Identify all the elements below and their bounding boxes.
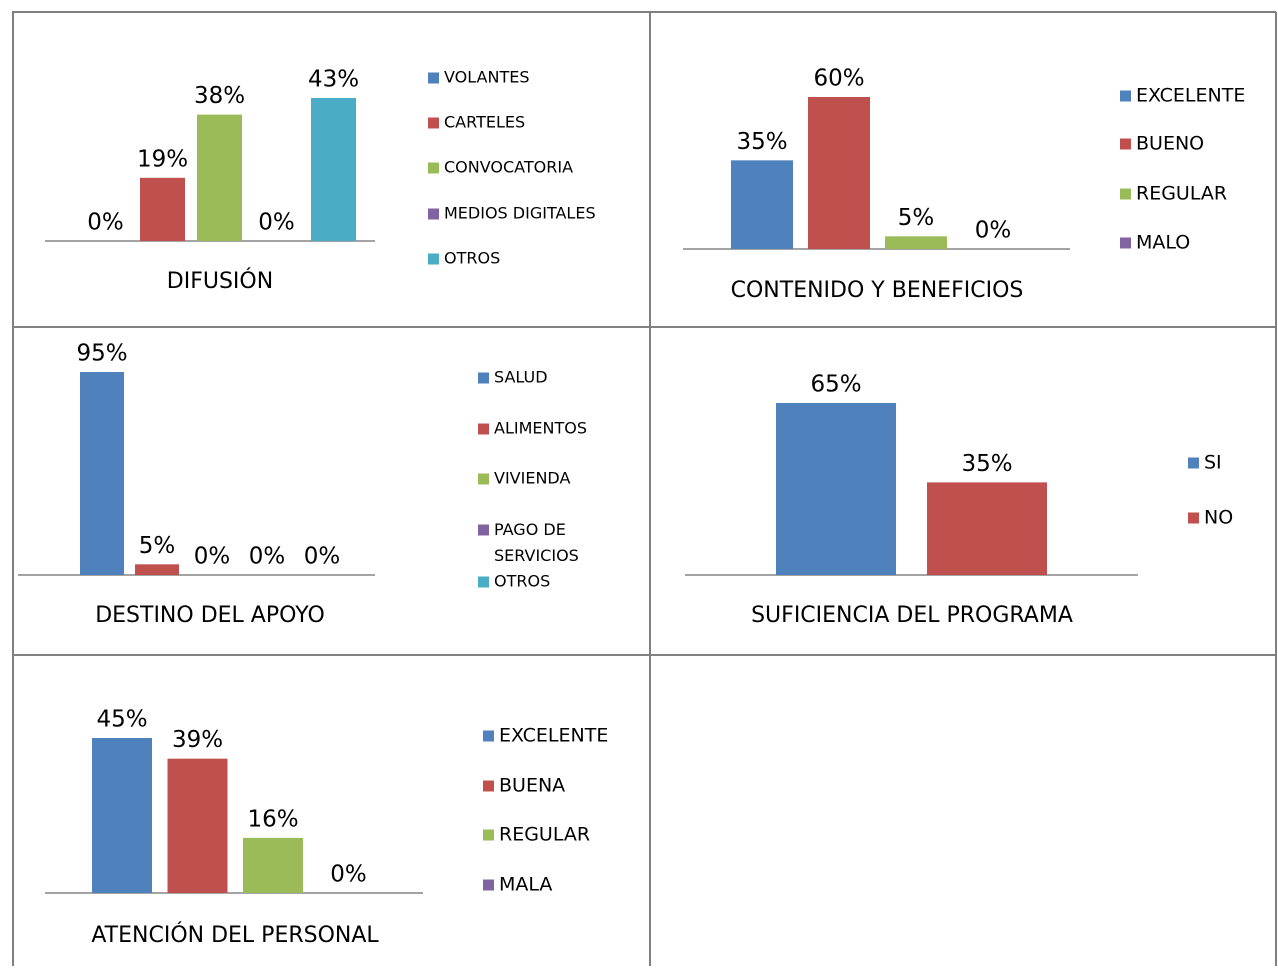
bar [197,114,242,241]
legend-swatch [483,879,494,891]
legend-swatch [1120,188,1131,200]
legend-label: PAGO DE SERVICIOS [494,520,579,565]
legend-swatch [483,829,494,841]
bar [80,372,124,575]
chart-title: DIFUSIÓN [167,268,273,294]
data-label: 0% [87,210,124,236]
legend-label: REGULAR [1136,183,1227,205]
legend-label: EXCELENTE [499,725,608,747]
data-label: 38% [194,83,245,109]
legend-label: SI [1204,452,1222,474]
bar [776,403,896,575]
data-label: 65% [810,372,861,398]
legend-swatch [483,730,494,742]
legend-label: OTROS [444,249,500,268]
legend-swatch [478,473,489,485]
legend-swatch [428,162,439,174]
data-label: 0% [975,218,1012,244]
legend-swatch [478,423,489,435]
data-label: 45% [96,707,147,733]
chart-title: CONTENIDO Y BENEFICIOS [731,278,1024,303]
data-label: 5% [898,205,935,231]
legend-swatch [478,576,489,588]
bar [885,236,947,249]
legend-swatch [428,253,439,265]
bar [311,98,356,241]
legend-swatch [428,72,439,84]
data-label: 39% [172,727,223,753]
legend-label: VIVIENDA [494,469,570,488]
legend-label: REGULAR [499,824,590,846]
legend-swatch [478,372,489,384]
bar [140,177,185,241]
data-label: 43% [308,67,359,93]
legend-swatch [428,208,439,220]
data-label: 19% [137,146,188,172]
bar [243,837,303,893]
legend-label: MALO [1136,232,1190,254]
legend-swatch [483,780,494,792]
data-label: 0% [330,862,367,888]
chart-title: ATENCIÓN DEL PERSONAL [91,922,379,948]
bar [135,564,179,575]
legend-swatch [1188,457,1199,469]
data-label: 16% [247,806,298,832]
legend-swatch [1120,138,1131,150]
legend-label: SALUD [494,368,548,387]
legend-label: NO [1204,507,1233,529]
bar [927,482,1047,575]
legend-swatch [1188,512,1199,524]
data-label: 0% [194,544,231,570]
legend-swatch [1120,90,1131,102]
data-label: 60% [813,66,864,92]
chart-title: DESTINO DEL APOYO [95,603,325,628]
data-label: 0% [304,544,341,570]
legend-swatch [478,524,489,536]
bar [808,97,870,249]
bar [167,758,228,893]
legend-swatch [428,117,439,129]
data-label: 35% [736,129,787,155]
legend-label: MALA [499,874,552,896]
legend-label: EXCELENTE [1136,85,1245,107]
legend-label: BUENO [1136,133,1204,155]
legend-label: CARTELES [444,113,525,132]
legend-label: CONVOCATORIA [444,158,573,177]
legend-label: VOLANTES [444,68,530,87]
bar [731,160,793,249]
data-label: 35% [961,451,1012,477]
bar [92,738,152,893]
legend-label: MEDIOS DIGITALES [444,204,596,223]
legend-label: BUENA [499,775,565,797]
legend-label: OTROS [494,572,550,591]
chart-title: SUFICIENCIA DEL PROGRAMA [751,603,1073,628]
data-label: 5% [139,533,176,559]
legend-swatch [1120,237,1131,249]
data-label: 95% [76,341,127,367]
data-label: 0% [258,210,295,236]
data-label: 0% [249,544,286,570]
legend-label: ALIMENTOS [494,419,587,438]
